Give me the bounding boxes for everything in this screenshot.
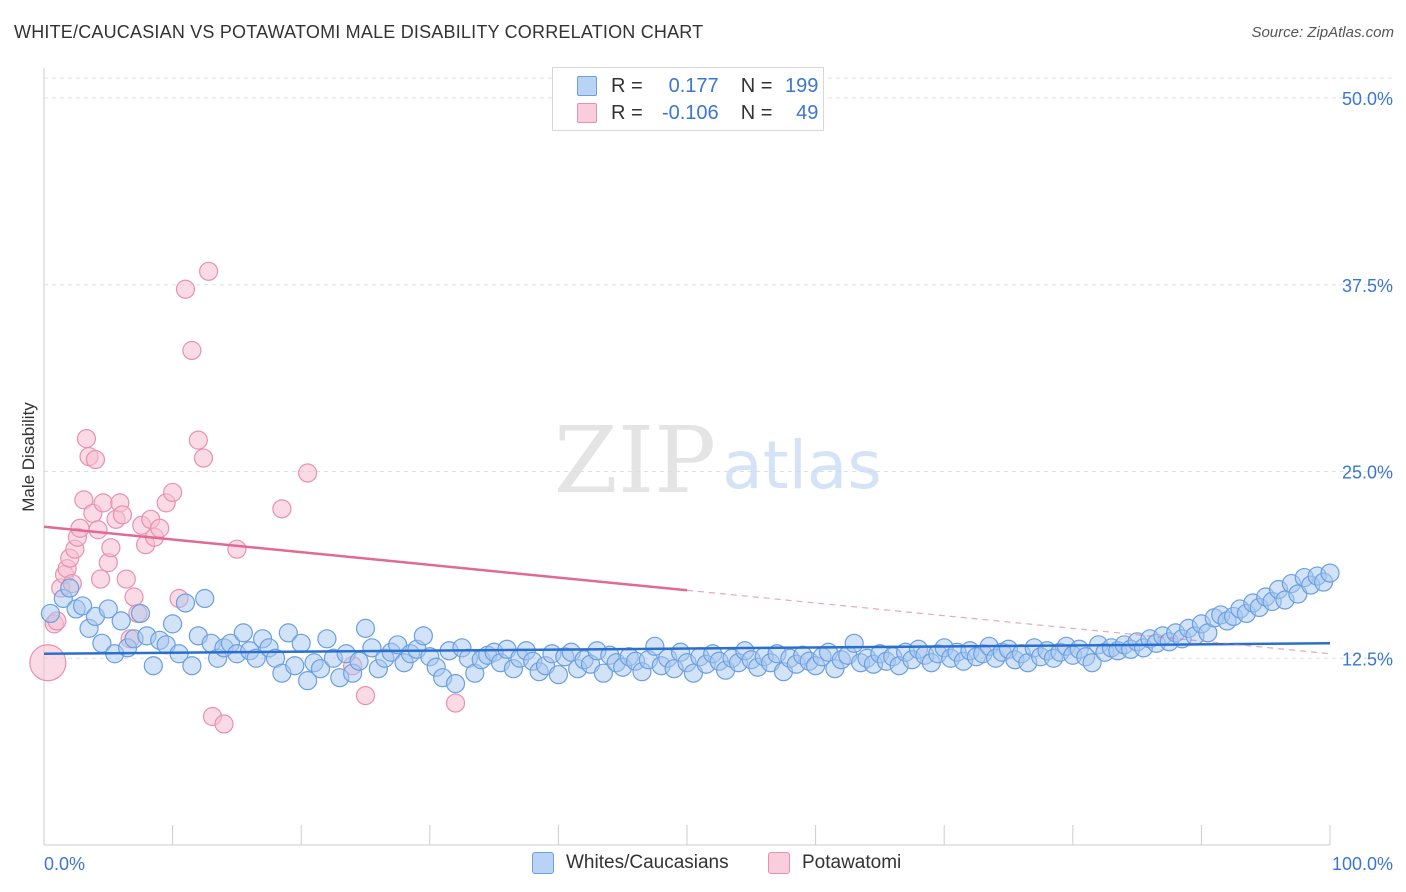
potawatomi-point: [70, 518, 90, 538]
whites-point: [175, 593, 196, 613]
whites-point: [246, 648, 266, 668]
potawatomi-point: [116, 569, 136, 589]
whites-point: [233, 623, 253, 643]
potawatomi-point: [227, 539, 247, 559]
r-label: R =: [611, 101, 643, 124]
legend-row-potawatomi: R = -0.106 N = 49: [577, 100, 818, 126]
y-tick-labels: 12.5% 25.0% 37.5% 50.0%: [1342, 89, 1393, 669]
potawatomi-point: [182, 340, 202, 361]
grid-lines: [44, 77, 1393, 659]
potawatomi-points: [29, 261, 466, 734]
legend-label-potawatomi: Potawatomi: [802, 852, 902, 873]
legend-swatch-blue: [577, 76, 597, 96]
potawatomi-point: [163, 482, 183, 503]
potawatomi-point: [29, 644, 67, 682]
legend-swatch-blue: [532, 852, 554, 874]
legend-label-whites: Whites/Caucasians: [566, 852, 729, 873]
y-axis-label: Male Disability: [19, 402, 38, 512]
potawatomi-point: [188, 430, 208, 450]
potawatomi-point: [76, 429, 97, 449]
y-tick-label: 25.0%: [1342, 463, 1393, 483]
whites-point: [349, 651, 369, 671]
potawatomi-point: [272, 499, 292, 519]
axes: [43, 68, 1331, 846]
whites-point: [844, 633, 864, 653]
potawatomi-point: [150, 518, 170, 538]
whites-trend-line: [43, 642, 1331, 656]
trend-lines: [43, 525, 1331, 656]
x-tick-label-max: 100.0%: [1332, 854, 1393, 874]
potawatomi-trend-line: [43, 525, 688, 592]
watermark-zip: ZIP: [554, 407, 716, 514]
potawatomi-point: [85, 449, 106, 470]
whites-point: [143, 656, 163, 676]
whites-point: [163, 614, 183, 634]
potawatomi-point: [90, 569, 111, 589]
potawatomi-point: [88, 520, 108, 540]
watermark-atlas: atlas: [722, 427, 882, 504]
whites-point: [98, 599, 118, 619]
whites-point: [278, 623, 298, 643]
chart-title: WHITE/CAUCASIAN VS POTAWATOMI MALE DISAB…: [14, 22, 704, 42]
whites-point: [195, 588, 215, 609]
whites-point: [548, 665, 569, 685]
whites-point: [1320, 563, 1340, 583]
legend-series: Whites/Caucasians Potawatomi: [0, 850, 1406, 880]
potawatomi-point: [214, 714, 234, 734]
potawatomi-point: [74, 490, 94, 510]
whites-point: [291, 633, 311, 653]
whites-point: [310, 659, 331, 679]
r-label: R =: [611, 74, 643, 97]
y-tick-label: 12.5%: [1342, 649, 1393, 669]
potawatomi-point: [93, 493, 113, 513]
r-value: 0.177: [668, 74, 719, 97]
potawatomi-point: [199, 261, 219, 281]
legend-item-potawatomi: Potawatomi: [768, 852, 901, 874]
whites-point: [445, 674, 466, 694]
whites-point: [593, 663, 614, 683]
potawatomi-trend-extension: [686, 589, 1331, 655]
whites-point: [182, 656, 202, 676]
whites-point: [72, 596, 93, 616]
whites-point: [111, 611, 131, 631]
whites-point: [60, 578, 80, 598]
r-value: -0.106: [661, 101, 719, 124]
legend-item-whites: Whites/Caucasians: [532, 852, 729, 874]
y-tick-label: 37.5%: [1342, 276, 1393, 296]
potawatomi-point: [298, 463, 318, 483]
n-value: 199: [785, 74, 819, 97]
legend-swatch-pink: [768, 852, 790, 874]
x-tick-label-min: 0.0%: [44, 854, 85, 874]
legend-row-whites: R = 0.177 N = 199: [577, 73, 818, 99]
whites-point: [40, 603, 61, 624]
potawatomi-point: [124, 587, 144, 607]
whites-point: [1082, 653, 1102, 673]
n-label: N =: [740, 101, 773, 124]
watermark: ZIP atlas: [554, 407, 882, 514]
potawatomi-point: [175, 279, 196, 299]
legend-swatch-pink: [577, 103, 597, 123]
legend-stats: R = 0.177 N = 199 R = -0.106 N = 49: [552, 67, 824, 131]
whites-point: [298, 671, 318, 691]
n-value: 49: [796, 101, 819, 124]
whites-point: [413, 626, 433, 646]
potawatomi-point: [101, 538, 121, 558]
whites-point: [355, 618, 376, 638]
potawatomi-point: [445, 693, 466, 713]
n-label: N =: [740, 74, 773, 97]
whites-point: [645, 636, 665, 656]
whites-point: [285, 656, 305, 676]
potawatomi-point: [193, 448, 214, 468]
whites-point: [130, 603, 151, 624]
potawatomi-point: [112, 505, 133, 525]
source-label: Source: ZipAtlas.com: [1251, 24, 1394, 41]
potawatomi-point: [355, 685, 376, 706]
whites-point: [317, 629, 337, 649]
whites-points: [40, 563, 1340, 694]
y-tick-label: 50.0%: [1342, 89, 1393, 109]
